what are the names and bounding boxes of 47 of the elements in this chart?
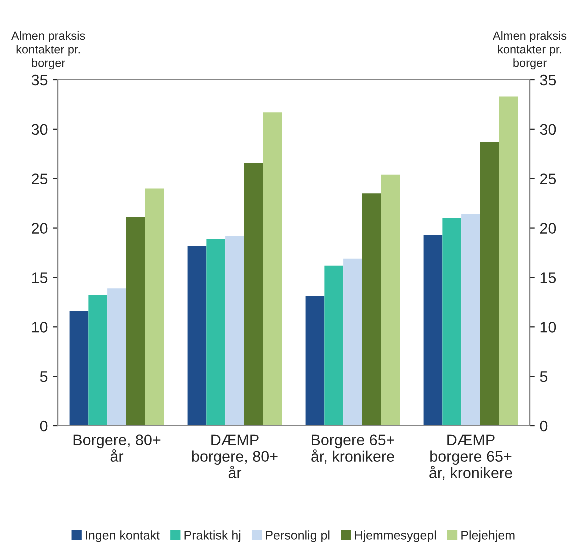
bar — [145, 188, 164, 426]
bar — [324, 266, 344, 426]
y2-tick-label: 5 — [540, 372, 548, 382]
bar — [344, 258, 362, 426]
bar — [188, 246, 207, 426]
y-tick-label: 10 — [32, 322, 48, 333]
bar — [442, 218, 462, 426]
legend-label: Plejehjem — [462, 530, 515, 542]
y2-tick-label: 20 — [540, 223, 556, 234]
bar — [263, 112, 282, 426]
bar — [226, 236, 244, 426]
y-tick-label: 20 — [32, 223, 48, 234]
x-tick-label: Borgere 65+ år, kronikere — [312, 434, 395, 464]
y-tick-label: 0 — [40, 420, 48, 432]
bar — [108, 288, 126, 426]
y2-tick-label: 25 — [540, 174, 556, 185]
bar — [424, 235, 443, 426]
y2-tick-label: 15 — [540, 272, 556, 284]
bar — [462, 214, 480, 426]
bar — [480, 142, 500, 426]
bar — [70, 311, 89, 426]
bar — [362, 194, 382, 426]
bar — [306, 296, 325, 426]
y-tick-label: 30 — [32, 124, 48, 136]
bar — [88, 296, 108, 426]
y-tick-label: 15 — [32, 272, 48, 284]
legend-label: Praktisk hj — [184, 530, 241, 542]
y2-tick-label: 0 — [540, 420, 548, 432]
x-tick-label: DÆMP borgere 65+ år, kronikere — [430, 434, 512, 480]
x-tick-label: DÆMP borgere, 80+ år — [192, 434, 278, 478]
bar — [381, 174, 400, 426]
bar — [126, 217, 146, 426]
y-tick-label: 35 — [32, 74, 48, 86]
y2-tick-label: 30 — [540, 124, 556, 136]
y-tick-label: 5 — [40, 372, 48, 382]
bar — [244, 163, 264, 426]
bar — [206, 239, 226, 426]
y-axis-title: Almen praksis kontakter pr. borger — [12, 31, 86, 70]
y2-tick-label: 35 — [540, 74, 556, 86]
y-tick-label: 25 — [32, 174, 48, 185]
y2-axis-title: Almen praksis kontakter pr. borger — [492, 31, 567, 70]
x-tick-label: Borgere, 80+ år — [74, 434, 161, 462]
y2-tick-label: 10 — [540, 322, 556, 333]
legend-label: Ingen kontakt — [86, 530, 160, 542]
legend-label: Personlig pl — [266, 530, 330, 542]
legend-label: Hjemmesygepl — [355, 530, 436, 542]
bar — [499, 96, 518, 426]
